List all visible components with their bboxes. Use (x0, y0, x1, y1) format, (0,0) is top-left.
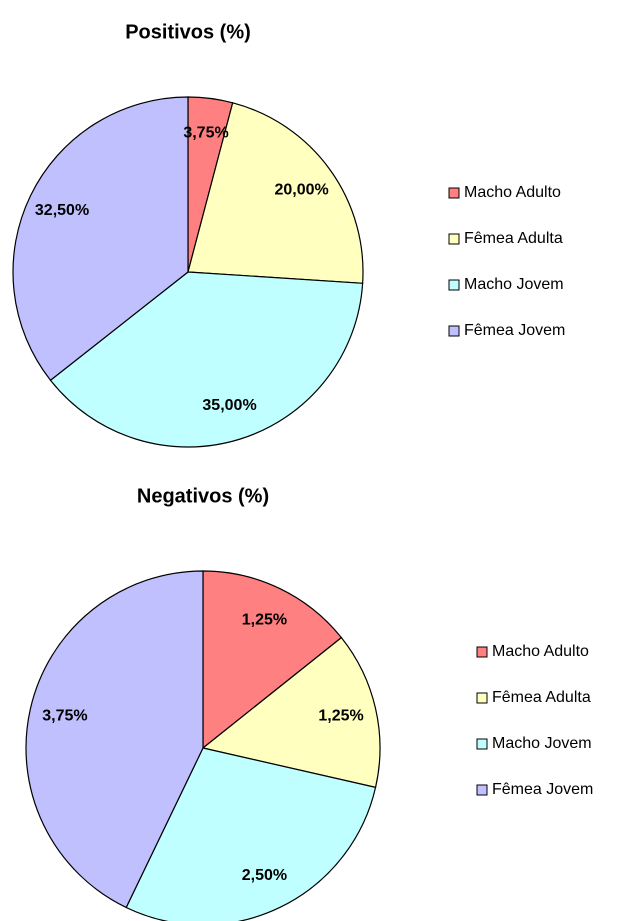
legend-swatch (448, 233, 460, 245)
pie-slice (125, 747, 377, 921)
value-label: 35,00% (202, 397, 256, 414)
pie-slice (201, 636, 381, 789)
legend-label: Fêmea Adulta (464, 230, 563, 247)
legend-label: Macho Jovem (464, 276, 564, 293)
legend-label: Macho Adulto (464, 184, 561, 201)
value-label: 20,00% (274, 181, 328, 198)
legend-swatch (476, 646, 488, 658)
legend-swatch (476, 738, 488, 750)
pie-slice (12, 96, 189, 382)
value-label: 1,25% (318, 708, 363, 725)
chart-title: Negativos (%) (137, 485, 269, 507)
value-label: 32,50% (35, 202, 89, 219)
pie-slice (202, 570, 343, 750)
value-label: 1,25% (242, 612, 287, 629)
value-label: 3,75% (42, 708, 87, 725)
pie-slice (25, 570, 204, 909)
legend-label: Macho Jovem (492, 735, 592, 752)
value-label: 2,50% (242, 867, 287, 884)
chart-title: Positivos (%) (125, 21, 251, 43)
legend-label: Fêmea Jovem (492, 781, 593, 798)
legend-swatch (448, 325, 460, 337)
legend-swatch (476, 692, 488, 704)
pie-slice (187, 102, 364, 284)
legend-swatch (448, 279, 460, 291)
legend-label: Macho Adulto (492, 643, 589, 660)
legend-label: Fêmea Adulta (492, 689, 591, 706)
legend-swatch (476, 784, 488, 796)
legend-swatch (448, 187, 460, 199)
value-label: 3,75% (183, 124, 228, 141)
legend-label: Fêmea Jovem (464, 322, 565, 339)
pie-slice (49, 271, 364, 448)
